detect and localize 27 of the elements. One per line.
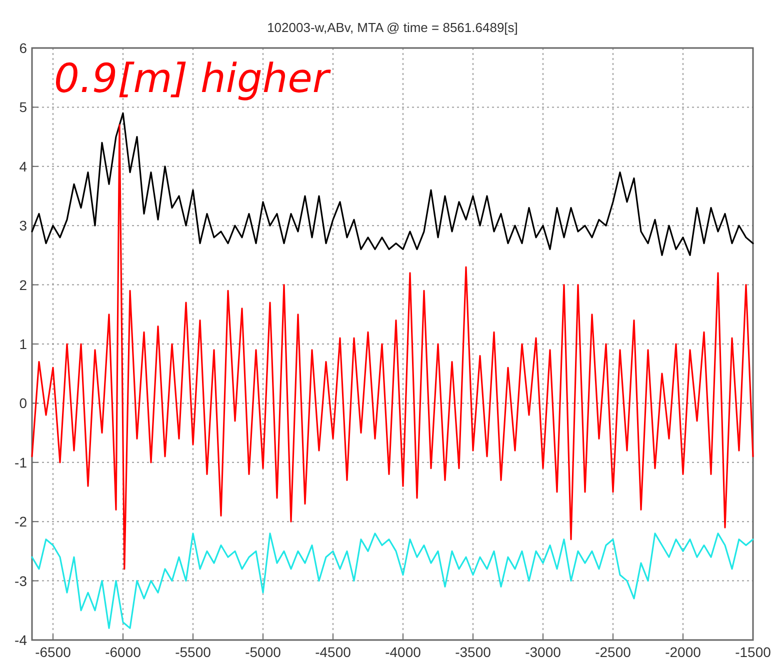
x-tick-label: -5500 — [175, 644, 212, 660]
x-tick-label: -2000 — [665, 644, 702, 660]
x-tick-label: -6500 — [35, 644, 72, 660]
x-tick-label: -3000 — [525, 644, 562, 660]
line-series — [31, 124, 754, 570]
x-tick-label: -4500 — [315, 644, 352, 660]
y-tick-label: -1 — [14, 454, 28, 470]
y-tick-label: 4 — [19, 158, 28, 174]
x-tick-label: -1500 — [735, 644, 772, 660]
line-series — [31, 532, 754, 629]
x-tick-label: -5000 — [245, 644, 282, 660]
y-tick-label: -4 — [14, 632, 28, 648]
y-tick-label: 1 — [19, 336, 28, 352]
annotation: 0.9[m] higher — [54, 56, 332, 102]
x-tick-label: -6000 — [105, 644, 142, 660]
y-tick-label: 0 — [19, 395, 28, 412]
y-tick-label: -3 — [14, 572, 28, 589]
x-tick-label: -2500 — [595, 644, 632, 660]
line-series — [31, 112, 754, 256]
y-tick-label: 5 — [19, 99, 28, 116]
x-tick-label: -3500 — [455, 644, 492, 660]
y-tick-label: 2 — [19, 276, 28, 293]
y-tick-label: 6 — [19, 40, 28, 56]
x-tick-label: -4000 — [385, 644, 422, 660]
chart-title: 102003-w,ABv, MTA @ time = 8561.6489[s] — [267, 20, 518, 35]
y-tick-label: -2 — [14, 514, 28, 530]
y-tick-label: 3 — [19, 218, 28, 234]
